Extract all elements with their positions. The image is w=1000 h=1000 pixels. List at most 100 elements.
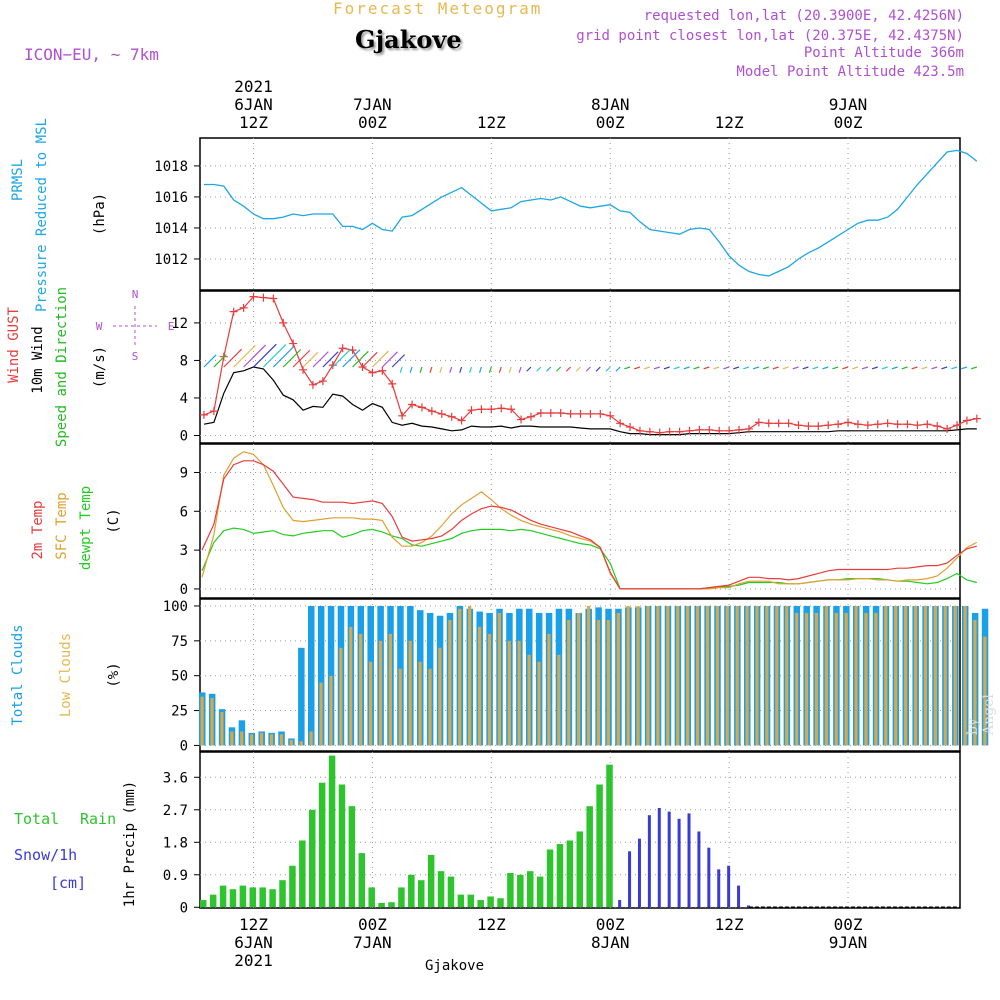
low-cloud-bar <box>279 734 283 746</box>
gust-marker <box>457 416 466 425</box>
rain-bar <box>467 894 475 908</box>
gust-marker <box>844 418 853 427</box>
gust-marker <box>616 419 625 428</box>
pressure-unit: (hPa) <box>92 193 108 235</box>
wind-unit: (m/s) <box>92 346 108 388</box>
rain-bar <box>586 806 593 908</box>
wind-direction-arrow <box>961 366 968 370</box>
gust-marker <box>318 377 327 386</box>
gust-marker <box>497 404 506 413</box>
pressure-label: PRMSL <box>10 159 26 201</box>
y-tick-label: 8 <box>180 353 188 369</box>
low-cloud-bar <box>894 605 898 746</box>
y-tick-label: 6 <box>180 504 188 520</box>
low-cloud-bar <box>596 619 601 746</box>
wind-direction-arrow <box>469 366 473 373</box>
rain-bar <box>348 806 356 908</box>
wind-direction-arrow <box>352 350 369 368</box>
gust-marker <box>735 425 744 434</box>
snow-bar <box>657 807 661 908</box>
snow-bar <box>667 811 671 908</box>
wind-direction-arrow <box>223 348 243 368</box>
wind-direction-arrow <box>526 366 532 372</box>
low-cloud-bar <box>577 612 581 746</box>
low-cloud-bar <box>458 608 462 746</box>
wind-direction-arrow <box>733 366 740 370</box>
rain-bar <box>328 755 336 908</box>
gust-marker <box>853 420 862 429</box>
wind-direction-arrow <box>921 366 928 370</box>
low-cloud-bar <box>438 647 442 746</box>
gust-marker <box>913 421 922 430</box>
wind-direction-arrow <box>508 366 512 373</box>
rain-bar <box>517 874 524 908</box>
gust-marker <box>437 409 446 418</box>
low-cloud-bar <box>368 661 373 746</box>
low-cloud-bar <box>953 605 957 746</box>
gust-marker <box>754 418 763 427</box>
gust-marker <box>784 419 793 428</box>
wind-direction-arrow <box>282 349 302 368</box>
low-cloud-bar <box>269 734 274 746</box>
gust-marker <box>467 406 476 415</box>
temp-2m-line <box>201 460 977 590</box>
rain-bar <box>209 894 217 908</box>
wind-direction-arrow <box>772 366 779 370</box>
rain-bar <box>596 784 603 908</box>
header-title: Forecast Meteogram <box>333 0 543 18</box>
rain-bar <box>299 840 306 908</box>
wind-direction-arrow <box>634 366 641 370</box>
y-tick-label: 12 <box>171 316 188 332</box>
gust-marker <box>546 408 555 417</box>
low-cloud-bar <box>606 619 610 746</box>
rain-bar <box>249 887 257 908</box>
bottom-day-label: 6JAN <box>234 933 273 952</box>
low-cloud-bar <box>636 605 640 746</box>
rain-bar <box>447 876 455 908</box>
rain-bar <box>289 865 296 908</box>
rain-label: Rain <box>80 810 116 828</box>
y-tick-label: 1014 <box>154 221 188 237</box>
y-tick-label: 1016 <box>154 190 188 206</box>
wind-direction-arrow <box>881 366 888 370</box>
wind-speed-line <box>203 366 977 436</box>
top-hour-label: 12Z <box>239 113 268 132</box>
wind-direction-arrow <box>536 366 542 372</box>
gust-marker <box>259 293 268 302</box>
snow-bar <box>637 838 641 908</box>
gust-marker <box>962 416 971 425</box>
low-cloud-bar <box>210 698 214 746</box>
y-tick-label: 3.6 <box>163 770 188 786</box>
panel-frame-temperature <box>199 443 961 599</box>
low-cloud-bar <box>705 605 710 746</box>
snow-bar <box>697 831 701 908</box>
low-clouds-label: Low Clouds <box>58 633 74 717</box>
top-year-label: 2021 <box>234 77 273 96</box>
wind-direction-arrow <box>488 366 492 373</box>
low-cloud-bar <box>250 734 254 746</box>
gust-marker <box>358 363 367 371</box>
low-cloud-bar <box>428 668 432 746</box>
wind-direction-arrow <box>565 366 572 372</box>
top-hour-label: 12Z <box>477 113 506 132</box>
gust-marker <box>487 405 496 414</box>
gust-marker <box>665 427 674 436</box>
y-tick-label: 1.8 <box>163 835 188 851</box>
wind-direction-arrow <box>723 366 730 370</box>
wind-direction-arrow <box>653 366 660 370</box>
rain-bar <box>487 896 494 908</box>
low-cloud-bar <box>834 612 838 746</box>
rain-bar <box>219 885 227 908</box>
low-cloud-bar <box>487 633 492 746</box>
wind-direction-arrow <box>292 349 311 368</box>
bottom-hour-label: 12Z <box>239 915 268 934</box>
low-cloud-bar <box>864 612 868 746</box>
low-cloud-bar <box>666 605 670 746</box>
wind-direction-arrow <box>643 366 651 370</box>
low-cloud-bar <box>339 647 343 746</box>
total-cloud-bar <box>317 605 325 746</box>
gust-marker <box>794 421 803 430</box>
rain-bar <box>229 889 237 908</box>
